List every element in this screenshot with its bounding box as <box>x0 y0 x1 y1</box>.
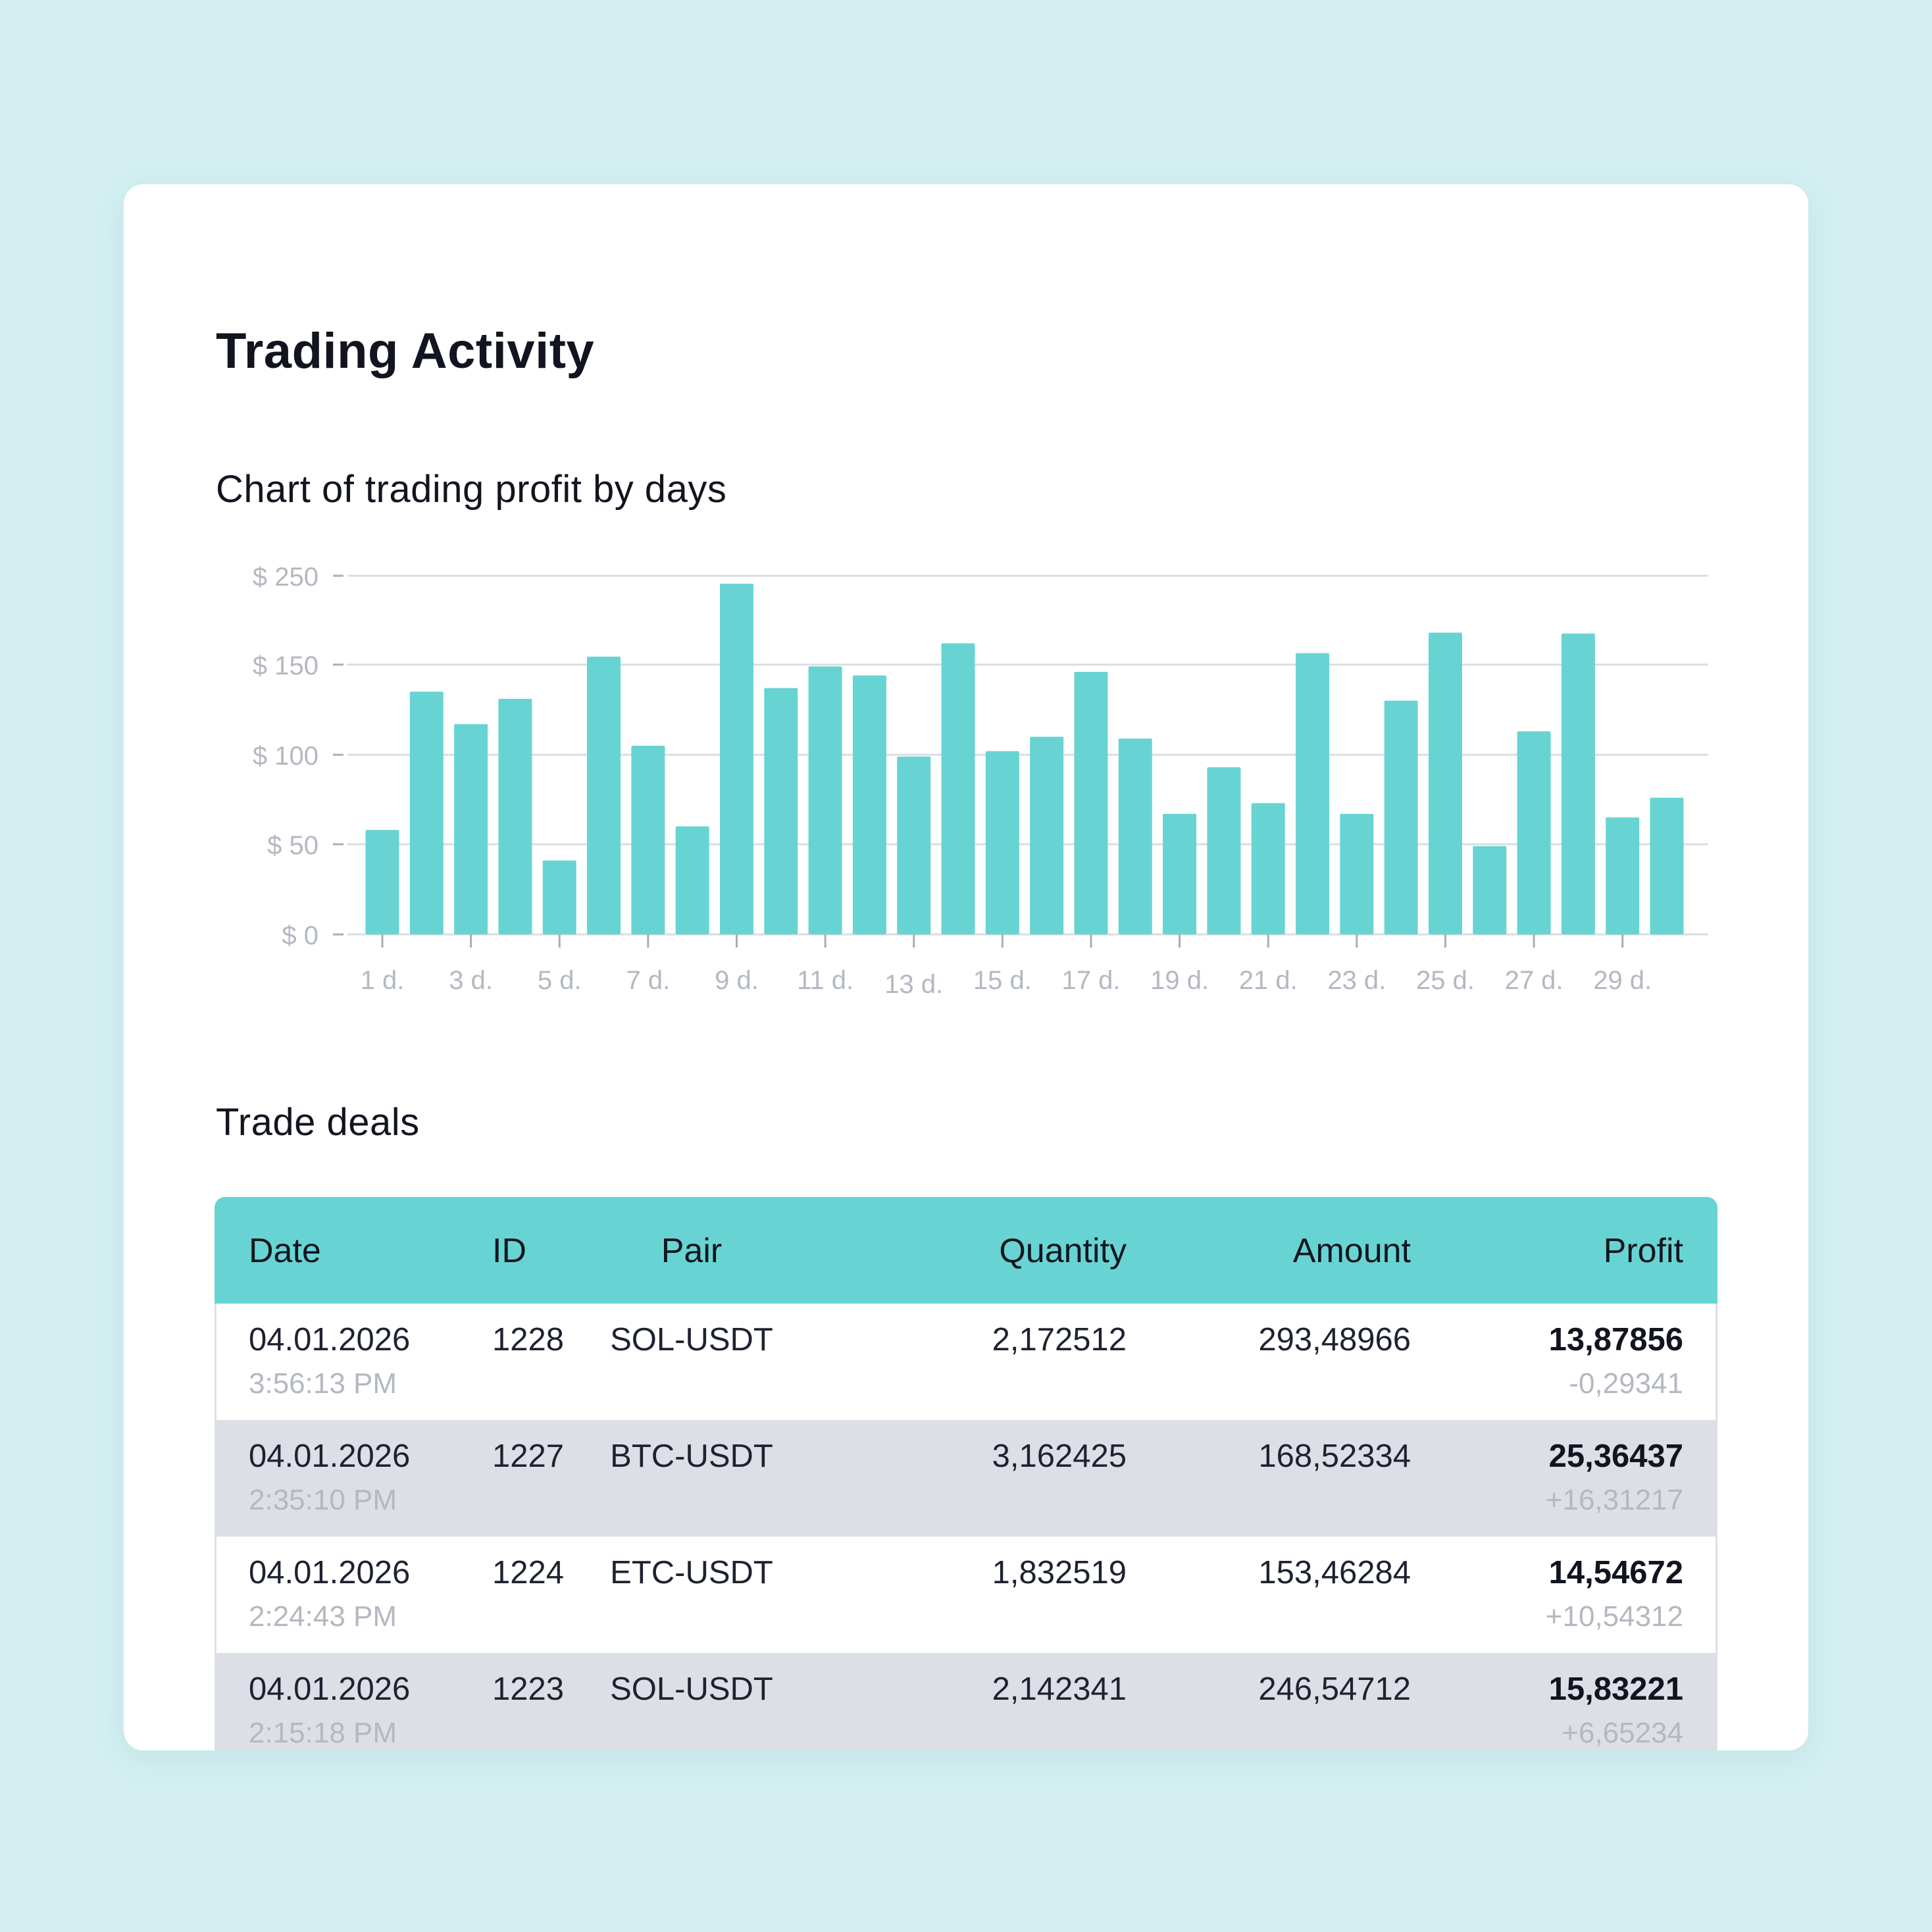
x-tick-label: 9 d. <box>715 966 759 995</box>
x-tick-label: 27 d. <box>1505 966 1563 995</box>
x-tick-label: 15 d. <box>973 966 1032 995</box>
cell-time: 2:24:43 PM <box>249 1600 397 1633</box>
y-tick-label: $ 100 <box>253 742 318 771</box>
cell-profit-change: -0,29341 <box>1569 1367 1683 1400</box>
header-amount[interactable]: Amount <box>1292 1232 1411 1270</box>
cell-date: 04.01.2026 <box>249 1671 411 1707</box>
header-date[interactable]: Date <box>249 1232 321 1270</box>
cell-pair: SOL-USDT <box>610 1671 773 1707</box>
bar <box>498 699 532 934</box>
cell-profit: 25,36437 <box>1548 1438 1683 1474</box>
page-title: Trading Activity <box>216 323 595 379</box>
bar <box>1384 700 1418 934</box>
cell-amount: 153,46284 <box>1258 1555 1411 1590</box>
x-tick-label: 19 d. <box>1150 966 1209 995</box>
cell-quantity: 1,832519 <box>992 1555 1127 1590</box>
cell-id: 1223 <box>492 1671 565 1707</box>
bar <box>1517 731 1551 934</box>
bar <box>1428 632 1462 934</box>
trading-activity-card: Trading Activity Chart of trading profit… <box>124 184 1808 1750</box>
cell-profit-change: +16,31217 <box>1545 1484 1683 1516</box>
cell-quantity: 2,142341 <box>992 1671 1127 1707</box>
bar <box>365 830 399 934</box>
x-tick-label: 5 d. <box>538 966 582 995</box>
cell-quantity: 3,162425 <box>992 1438 1127 1474</box>
bar <box>1207 767 1241 934</box>
table-row[interactable]: 04.01.2026 2:15:18 PM 1223 SOL-USDT 2,14… <box>215 1653 1717 1750</box>
trade-deals-title: Trade deals <box>216 1101 420 1144</box>
x-tick-label: 7 d. <box>626 966 671 995</box>
chart-title: Chart of trading profit by days <box>216 468 727 511</box>
x-tick-label: 13 d. <box>884 970 943 999</box>
header-pair[interactable]: Pair <box>661 1232 723 1270</box>
y-tick-label: $ 150 <box>253 651 318 680</box>
x-tick-label: 17 d. <box>1061 966 1120 995</box>
table-row[interactable]: 04.01.2026 2:35:10 PM 1227 BTC-USDT 3,16… <box>215 1420 1717 1537</box>
cell-pair: BTC-USDT <box>610 1438 773 1474</box>
cell-date: 04.01.2026 <box>249 1555 411 1590</box>
header-quantity[interactable]: Quantity <box>999 1232 1127 1270</box>
cell-amount: 293,48966 <box>1258 1322 1411 1358</box>
bar <box>852 675 886 934</box>
bar <box>1296 653 1330 934</box>
cell-amount: 168,52334 <box>1258 1438 1411 1474</box>
table-row[interactable]: 04.01.2026 3:56:13 PM 1228 SOL-USDT 2,17… <box>215 1304 1717 1420</box>
x-tick-label: 11 d. <box>797 966 853 995</box>
cell-profit-change: +10,54312 <box>1545 1600 1683 1633</box>
cell-amount: 246,54712 <box>1258 1671 1411 1707</box>
x-tick-label: 3 d. <box>449 966 493 995</box>
bar <box>719 584 753 934</box>
cell-time: 3:56:13 PM <box>249 1367 397 1400</box>
bar <box>764 688 798 934</box>
bar <box>808 666 842 934</box>
cell-date: 04.01.2026 <box>249 1322 411 1358</box>
bar <box>1650 798 1684 934</box>
bar <box>1030 736 1064 934</box>
bar <box>985 751 1019 934</box>
cell-time: 2:15:18 PM <box>249 1717 397 1749</box>
profit-bar-chart: $ 0 $ 50 $ 100 $ 150 $ 250 1 d. 3 d. 5 d. 7 d. 9 … <box>253 563 1708 999</box>
cell-date: 04.01.2026 <box>249 1438 411 1474</box>
bar <box>1251 803 1285 934</box>
bar <box>587 656 621 934</box>
cell-profit: 14,54672 <box>1548 1555 1683 1590</box>
bar <box>1606 817 1640 934</box>
cell-id: 1228 <box>492 1322 565 1358</box>
cell-profit: 15,83221 <box>1548 1671 1683 1707</box>
y-tick-label: $ 250 <box>253 563 318 592</box>
bar <box>1163 813 1197 934</box>
cell-id: 1227 <box>492 1438 565 1474</box>
bar <box>941 643 975 934</box>
x-tick-label: 1 d. <box>361 966 405 995</box>
bar <box>1340 813 1374 934</box>
x-tick-label: 25 d. <box>1416 966 1475 995</box>
cell-profit-change: +6,65234 <box>1562 1717 1683 1749</box>
bar <box>454 724 488 934</box>
bar <box>675 826 709 934</box>
cell-pair: ETC-USDT <box>610 1555 773 1590</box>
x-tick-label: 29 d. <box>1593 966 1652 995</box>
bar <box>631 746 665 934</box>
trade-deals-table: Date ID Pair Quantity Amount Profit 04.0… <box>215 1197 1717 1750</box>
header-profit[interactable]: Profit <box>1603 1232 1683 1270</box>
x-tick-label: 23 d. <box>1327 966 1386 995</box>
cell-pair: SOL-USDT <box>610 1322 773 1358</box>
bar <box>1561 633 1595 934</box>
cell-id: 1224 <box>492 1555 565 1590</box>
bar <box>1473 846 1507 934</box>
table-header: Date ID Pair Quantity Amount Profit <box>215 1197 1717 1304</box>
bar <box>1074 671 1108 934</box>
y-tick-label: $ 0 <box>282 921 318 950</box>
cell-profit: 13,87856 <box>1548 1322 1683 1358</box>
bar <box>1118 738 1152 934</box>
table-row[interactable]: 04.01.2026 2:24:43 PM 1224 ETC-USDT 1,83… <box>215 1537 1717 1653</box>
bar <box>897 756 931 934</box>
y-tick-label: $ 50 <box>267 831 318 860</box>
bar <box>542 860 576 934</box>
header-id[interactable]: ID <box>492 1232 526 1270</box>
cell-time: 2:35:10 PM <box>249 1484 397 1516</box>
cell-quantity: 2,172512 <box>992 1322 1127 1358</box>
x-tick-label: 21 d. <box>1239 966 1298 995</box>
bar <box>409 692 444 934</box>
